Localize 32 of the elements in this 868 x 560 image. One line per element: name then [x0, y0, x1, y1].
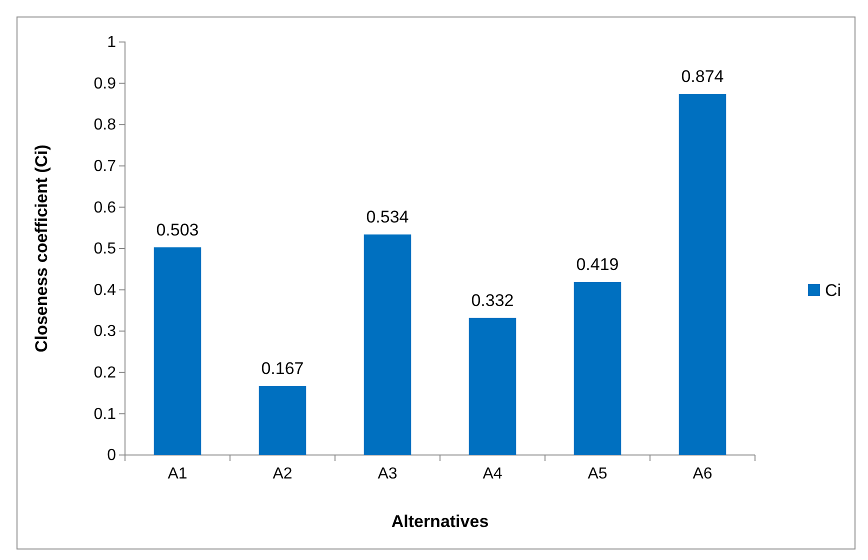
- y-tick-label: 1: [107, 34, 116, 52]
- y-tick-label: 0.3: [94, 323, 116, 340]
- data-label: 0.534: [366, 207, 409, 226]
- x-tick-label: A3: [378, 465, 398, 482]
- x-tick-label: A1: [168, 465, 188, 482]
- y-tick-label: 0.9: [94, 75, 116, 92]
- y-tick-label: 0.4: [94, 282, 116, 299]
- y-tick-label: 0.1: [94, 406, 116, 423]
- y-axis-title: Closeness coefficient (Ci): [32, 144, 51, 352]
- x-tick-label: A6: [692, 465, 712, 482]
- x-tick-label: A4: [482, 465, 502, 482]
- data-label: 0.503: [156, 220, 199, 240]
- bar: [364, 234, 412, 455]
- x-tick-label: A5: [588, 465, 608, 482]
- bar: [258, 386, 306, 455]
- data-label: 0.419: [576, 254, 619, 274]
- bar: [468, 318, 516, 455]
- bar: [574, 282, 622, 455]
- data-label: 0.167: [261, 359, 304, 378]
- x-tick-label: A2: [272, 465, 292, 482]
- bar: [678, 94, 726, 455]
- data-label: 0.874: [681, 67, 724, 86]
- y-tick-label: 0.2: [94, 364, 116, 382]
- bar: [154, 247, 202, 455]
- y-tick-label: 0.6: [94, 199, 116, 216]
- legend-label: Ci: [825, 281, 842, 300]
- y-tick-label: 0: [107, 447, 116, 464]
- y-tick-label: 0.5: [94, 240, 116, 258]
- x-axis-title: Alternatives: [391, 512, 489, 531]
- data-label: 0.332: [471, 290, 514, 310]
- y-tick-label: 0.8: [94, 116, 116, 134]
- y-tick-label: 0.7: [94, 158, 116, 176]
